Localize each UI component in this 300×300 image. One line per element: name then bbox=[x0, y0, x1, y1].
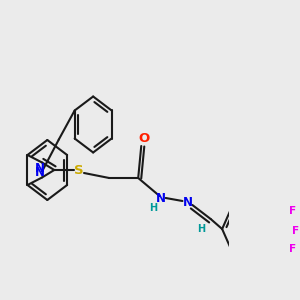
Text: N: N bbox=[156, 191, 166, 205]
Text: N: N bbox=[183, 196, 193, 209]
Text: N: N bbox=[35, 166, 45, 179]
Text: F: F bbox=[289, 244, 296, 254]
Text: H: H bbox=[149, 203, 158, 213]
Text: H: H bbox=[197, 224, 206, 234]
Text: O: O bbox=[139, 131, 150, 145]
Text: F: F bbox=[292, 226, 299, 236]
Text: F: F bbox=[289, 206, 296, 216]
Text: N: N bbox=[35, 162, 45, 175]
Text: S: S bbox=[74, 164, 83, 176]
